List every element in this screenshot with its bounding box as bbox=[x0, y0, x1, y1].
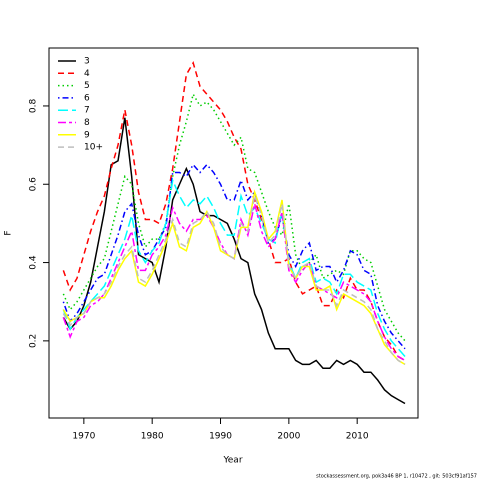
legend-label: 5 bbox=[84, 81, 90, 91]
y-tick-label: 0.8 bbox=[29, 99, 39, 114]
legend-label: 7 bbox=[84, 106, 90, 116]
legend-label: 9 bbox=[84, 130, 90, 140]
y-axis-label: F bbox=[4, 230, 14, 235]
legend-label: 6 bbox=[84, 93, 90, 103]
y-tick-label: 0.6 bbox=[29, 177, 39, 192]
x-tick-label: 1970 bbox=[72, 432, 95, 442]
series-line bbox=[62, 203, 406, 362]
y-tick-label: 0.2 bbox=[29, 334, 39, 348]
series-line bbox=[62, 163, 406, 350]
x-tick-label: 1980 bbox=[141, 432, 164, 442]
x-tick-label: 1990 bbox=[209, 432, 232, 442]
series-line bbox=[62, 189, 406, 366]
legend-label: 10+ bbox=[84, 143, 103, 153]
series-line bbox=[62, 193, 406, 366]
x-tick-label: 2010 bbox=[346, 432, 369, 442]
plot-frame bbox=[48, 47, 419, 419]
x-tick-label: 2000 bbox=[277, 432, 300, 442]
legend-label: 4 bbox=[84, 69, 90, 79]
series-line bbox=[62, 60, 406, 362]
series-line bbox=[62, 117, 406, 405]
legend-label: 8 bbox=[84, 118, 90, 128]
x-axis-label: Year bbox=[222, 456, 242, 466]
y-tick-label: 0.4 bbox=[29, 255, 39, 270]
caption: stockassessment.org, pok3a46 BP 1, r1047… bbox=[316, 474, 477, 480]
series-line bbox=[62, 177, 406, 358]
legend-label: 3 bbox=[84, 57, 90, 67]
series-line bbox=[62, 92, 406, 342]
